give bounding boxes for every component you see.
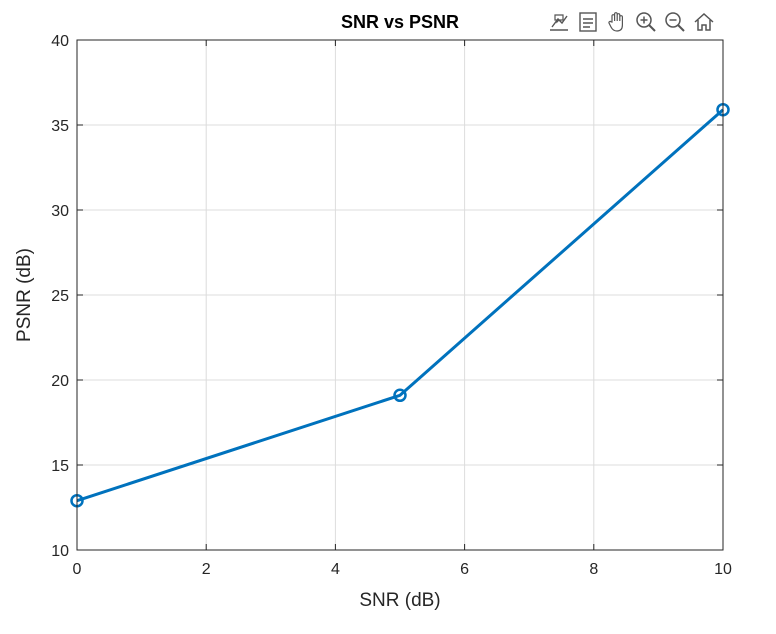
home-icon: [694, 12, 714, 31]
x-tick-label: 8: [589, 561, 598, 578]
y-tick-label: 25: [51, 288, 69, 305]
chart-title: SNR vs PSNR: [341, 12, 459, 32]
data-tips-button[interactable]: [546, 8, 572, 36]
axis-ticks: 0 2 4 6 8 10 10 15 20 25 30 35 40: [51, 33, 732, 578]
x-tick-label: 4: [331, 561, 340, 578]
y-tick-label: 30: [51, 203, 69, 220]
zoom-in-button[interactable]: [633, 8, 659, 36]
axes-toolbar: [546, 8, 717, 38]
y-tick-label: 10: [51, 543, 69, 560]
legend-button[interactable]: [575, 8, 601, 36]
x-axis-label: SNR (dB): [359, 590, 440, 611]
legend-icon: [579, 12, 597, 32]
y-axis-label: PSNR (dB): [14, 248, 35, 342]
x-tick-label: 0: [73, 561, 82, 578]
pan-hand-icon: [608, 12, 623, 32]
series-line: [76, 108, 724, 503]
data-tips-icon: [550, 14, 568, 31]
y-tick-label: 20: [51, 373, 69, 390]
pan-button[interactable]: [604, 8, 630, 36]
x-tick-label: 10: [714, 561, 732, 578]
zoom-out-icon: [665, 12, 685, 32]
y-tick-label: 15: [51, 458, 69, 475]
restore-view-button[interactable]: [691, 8, 717, 36]
data-point-marker[interactable]: [393, 388, 407, 403]
x-tick-label: 2: [202, 561, 211, 578]
x-tick-label: 6: [460, 561, 469, 578]
zoom-out-button[interactable]: [662, 8, 688, 36]
zoom-in-icon: [636, 12, 656, 32]
y-tick-label: 35: [51, 118, 69, 135]
y-tick-label: 40: [51, 33, 69, 50]
